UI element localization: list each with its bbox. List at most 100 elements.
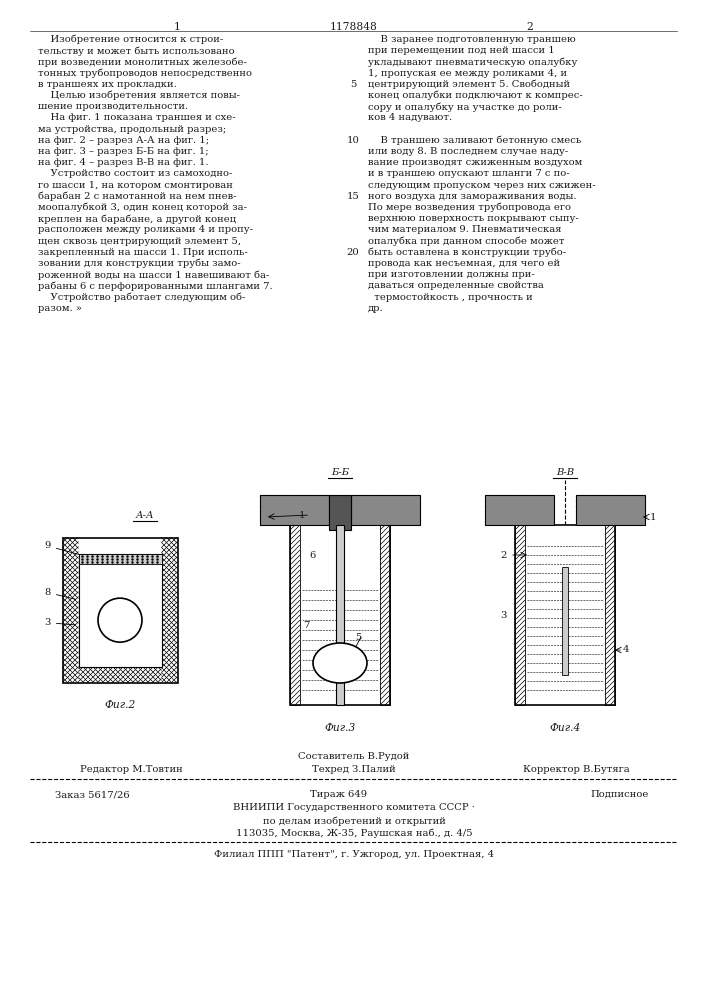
Text: термостойкость , прочность и: термостойкость , прочность и [368,293,533,302]
Text: Заказ 5617/26: Заказ 5617/26 [55,790,129,799]
Text: ВНИИПИ Государственного комитета СССР ·: ВНИИПИ Государственного комитета СССР · [233,803,475,812]
Text: провода как несъемная, для чего ей: провода как несъемная, для чего ей [368,259,560,268]
Bar [515,525,615,705]
Text: Целью изобретения является повы-: Целью изобретения является повы- [38,91,240,101]
Text: быть оставлена в конструкции трубо-: быть оставлена в конструкции трубо- [368,248,566,257]
Text: чим материалом 9. Пневматическая: чим материалом 9. Пневматическая [368,225,561,234]
Text: центрирующий элемент 5. Свободный: центрирующий элемент 5. Свободный [368,80,570,89]
Bar [336,525,344,705]
Text: 3: 3 [45,618,76,627]
Text: сору и опалубку на участке до роли-: сору и опалубку на участке до роли- [368,102,562,112]
Text: В-В: В-В [556,468,574,477]
Text: вание производят сжиженным воздухом: вание производят сжиженным воздухом [368,158,583,167]
Text: тельству и может быть использовано: тельству и может быть использовано [38,46,235,56]
Circle shape [98,598,142,642]
Text: Корректор В.Бутяга: Корректор В.Бутяга [523,765,630,774]
Text: 15: 15 [346,192,359,201]
Text: расположен между роликами 4 и пропу-: расположен между роликами 4 и пропу- [38,225,253,234]
Text: Устройство состоит из самоходно-: Устройство состоит из самоходно- [38,169,233,178]
Text: ма устройства, продольный разрез;: ма устройства, продольный разрез; [38,125,226,134]
Text: 8: 8 [45,588,76,599]
Text: щен сквозь центрирующий элемент 5,: щен сквозь центрирующий элемент 5, [38,237,241,246]
Bar [78,554,161,564]
Text: 5: 5 [350,80,356,89]
Text: укладывают пневматическую опалубку: укладывают пневматическую опалубку [368,57,578,67]
Text: 113035, Москва, Ж-35, Раушская наб., д. 4/5: 113035, Москва, Ж-35, Раушская наб., д. … [235,829,472,838]
Text: 5: 5 [355,634,361,643]
Ellipse shape [313,643,367,683]
Text: 1178848: 1178848 [330,22,378,32]
Text: моопалубкой 3, один конец которой за-: моопалубкой 3, один конец которой за- [38,203,247,213]
Text: Тираж 649: Тираж 649 [310,790,367,799]
Text: 1, пропуская ее между роликами 4, и: 1, пропуская ее между роликами 4, и [368,69,567,78]
Text: 1: 1 [650,512,657,522]
Text: шение производительности.: шение производительности. [38,102,188,111]
Text: го шасси 1, на котором смонтирован: го шасси 1, на котором смонтирован [38,181,233,190]
Text: разом. »: разом. » [38,304,82,313]
Text: даваться определенные свойства: даваться определенные свойства [368,281,544,290]
Text: креплен на барабане, а другой конец: креплен на барабане, а другой конец [38,214,236,224]
Bar [576,495,645,525]
Text: барабан 2 с намотанной на нем пнев-: барабан 2 с намотанной на нем пнев- [38,192,237,201]
Text: Фиг.2: Фиг.2 [105,700,136,710]
Bar [290,525,390,705]
Bar [260,495,329,525]
Text: Подписное: Подписное [590,790,648,799]
Text: на фиг. 3 – разрез Б-Б на фиг. 1;: на фиг. 3 – разрез Б-Б на фиг. 1; [38,147,209,156]
Text: Фиг.4: Фиг.4 [549,723,580,733]
Text: А-А: А-А [136,510,154,520]
Text: следующим пропуском через них сжижен-: следующим пропуском через них сжижен- [368,181,595,190]
Text: тонных трубопроводов непосредственно: тонных трубопроводов непосредственно [38,69,252,78]
Text: 3: 3 [355,664,361,672]
Text: Редактор М.Товтин: Редактор М.Товтин [80,765,182,774]
Text: Б-Б: Б-Б [331,468,349,477]
Text: 9: 9 [45,542,84,556]
Text: или воду 8. В последнем случае наду-: или воду 8. В последнем случае наду- [368,147,568,156]
Bar [605,525,615,705]
Bar [351,495,420,525]
Text: 20: 20 [346,248,359,257]
Text: 7: 7 [303,620,310,630]
Text: Составитель В.Рудой: Составитель В.Рудой [298,752,409,761]
Text: 4: 4 [623,646,629,654]
Text: роженной воды на шасси 1 навешивают ба-: роженной воды на шасси 1 навешивают ба- [38,270,269,280]
Text: В траншею заливают бетонную смесь: В траншею заливают бетонную смесь [368,136,581,145]
Text: на фиг. 2 – разрез А-А на фиг. 1;: на фиг. 2 – разрез А-А на фиг. 1; [38,136,209,145]
Text: Техред З.Палий: Техред З.Палий [312,765,396,774]
Text: На фиг. 1 показана траншея и схе-: На фиг. 1 показана траншея и схе- [38,113,235,122]
Text: В заранее подготовленную траншею: В заранее подготовленную траншею [368,35,575,44]
Bar [62,538,177,682]
Bar [290,525,300,705]
Bar [78,554,161,666]
Bar [485,495,554,525]
Text: 1: 1 [173,22,180,32]
Text: зовании для конструкции трубы замо-: зовании для конструкции трубы замо- [38,259,240,268]
Text: в траншеях их прокладки.: в траншеях их прокладки. [38,80,177,89]
Text: др.: др. [368,304,384,313]
Text: верхнюю поверхность покрывают сыпу-: верхнюю поверхность покрывают сыпу- [368,214,579,223]
Bar [515,525,525,705]
Text: 1: 1 [298,510,305,520]
Text: при перемещении под ней шасси 1: при перемещении под ней шасси 1 [368,46,555,55]
Text: при возведении монолитных железобе-: при возведении монолитных железобе- [38,57,247,67]
Bar [562,567,568,675]
Text: По мере возведения трубопровода его: По мере возведения трубопровода его [368,203,571,213]
Text: Фиг.3: Фиг.3 [325,723,356,733]
Text: и в траншею опускают шланги 7 с по-: и в траншею опускают шланги 7 с по- [368,169,570,178]
Text: Устройство работает следующим об-: Устройство работает следующим об- [38,293,245,302]
Text: 2: 2 [527,22,533,32]
Text: 2: 2 [501,550,507,560]
Text: рабаны 6 с перфорированными шлангами 7.: рабаны 6 с перфорированными шлангами 7. [38,281,273,291]
Text: 10: 10 [346,136,359,145]
Text: ного воздуха для замораживания воды.: ного воздуха для замораживания воды. [368,192,576,201]
Text: Изобретение относится к строи-: Изобретение относится к строи- [38,35,223,44]
Bar [329,495,351,530]
Text: ков 4 надувают.: ков 4 надувают. [368,113,452,122]
Text: 6: 6 [309,550,315,560]
Text: конец опалубки подключают к компрес-: конец опалубки подключают к компрес- [368,91,583,101]
Text: 3: 3 [501,610,507,619]
Text: по делам изобретений и открытий: по делам изобретений и открытий [262,816,445,826]
Text: закрепленный на шасси 1. При исполь-: закрепленный на шасси 1. При исполь- [38,248,247,257]
Bar [380,525,390,705]
Text: на фиг. 4 – разрез В-В на фиг. 1.: на фиг. 4 – разрез В-В на фиг. 1. [38,158,209,167]
